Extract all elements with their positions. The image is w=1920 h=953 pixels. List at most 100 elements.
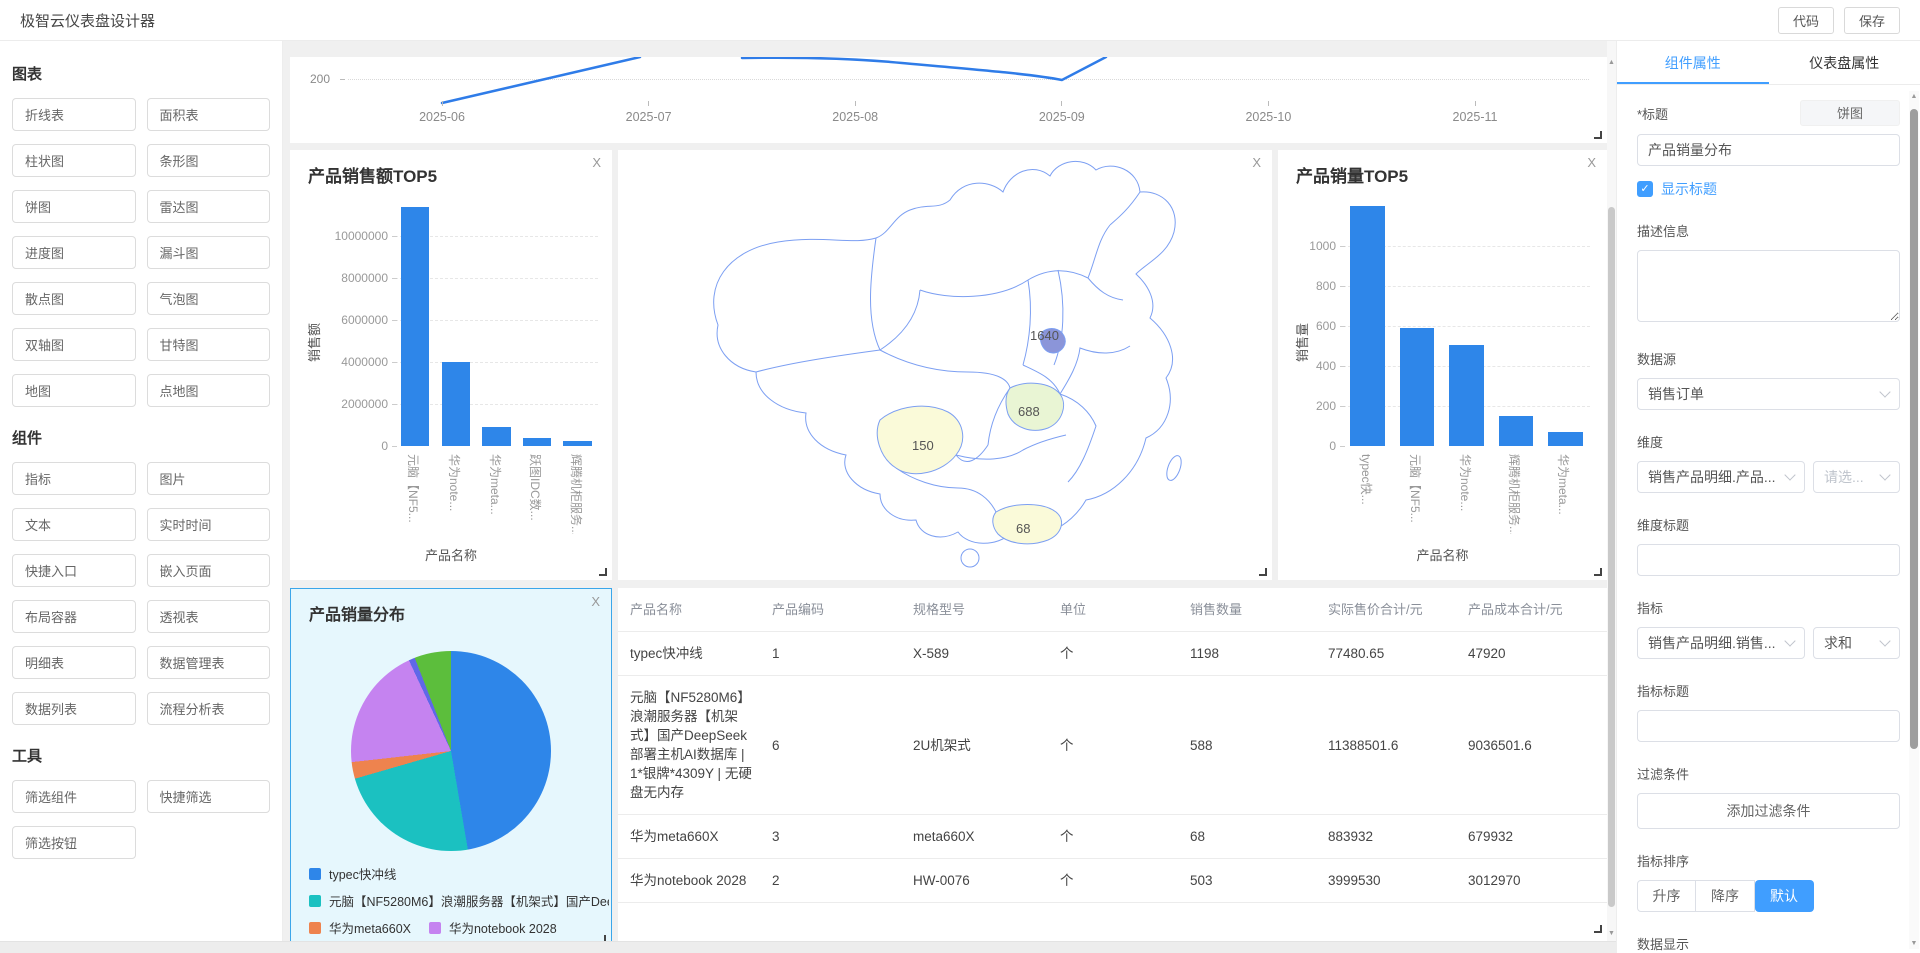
widget-button[interactable]: 甘特图 [146, 328, 270, 361]
gridline [395, 319, 598, 321]
widget-button[interactable]: 文本 [12, 508, 136, 541]
widget-button[interactable]: 透视表 [146, 600, 270, 633]
map-region-guangdong[interactable] [992, 504, 1063, 545]
widget-button[interactable]: 雷达图 [146, 190, 270, 223]
title-input[interactable] [1637, 134, 1900, 166]
panel-scrollbar-thumb[interactable] [1910, 109, 1918, 749]
widget-button[interactable]: 漏斗图 [146, 236, 270, 269]
close-icon[interactable]: X [591, 594, 600, 609]
legend-item[interactable]: 华为notebook 2028 [428, 918, 557, 937]
widget-button[interactable]: 筛选按钮 [12, 826, 136, 859]
trend-line-card[interactable]: 200 2025-06 2025-07 2025-08 2025-09 2025-10 2… [290, 57, 1607, 143]
widget-button[interactable]: 快捷筛选 [146, 780, 270, 813]
scroll-down-icon[interactable]: ▼ [1910, 940, 1918, 947]
tab-component-properties[interactable]: 组件属性 [1617, 41, 1769, 84]
dimension-secondary-select[interactable]: 请选... [1813, 461, 1900, 493]
pie-chart[interactable] [351, 651, 551, 851]
widget-sidebar: 图表 折线表 面积表 柱状图 条形图 饼图 雷达图 进度图 漏斗图 散点图 气泡图 双轴图 甘特图 地图点… [0, 41, 283, 941]
widget-button[interactable]: 条形图 [146, 144, 270, 177]
widget-button[interactable]: 面积表 [146, 98, 270, 131]
canvas-scrollbar[interactable]: ▲ ▼ [1607, 41, 1616, 941]
widget-button[interactable]: 地图 [12, 374, 136, 407]
show-title-checkbox[interactable]: ✓ [1637, 181, 1653, 197]
resize-handle[interactable] [1594, 925, 1602, 933]
panel-scrollbar[interactable]: ▲ ▼ [1909, 91, 1919, 949]
map-region-beijing[interactable] [1040, 328, 1066, 354]
qty-top5-card[interactable]: 产品销量TOP5 X 销售量 0 200 400 600 800 1000 typec快..… [1278, 150, 1607, 580]
save-button[interactable]: 保存 [1843, 6, 1900, 34]
widget-button[interactable]: 图片 [146, 462, 270, 495]
x-tick-mark [854, 101, 856, 106]
scroll-up-icon[interactable]: ▲ [1608, 59, 1615, 66]
horizontal-scrollbar-track[interactable] [0, 941, 1616, 953]
canvas-scrollbar-thumb[interactable] [1608, 207, 1615, 907]
trend-y-tick-mark [340, 79, 345, 80]
widget-button[interactable]: 嵌入页面 [146, 554, 270, 587]
description-textarea[interactable] [1637, 250, 1900, 322]
trend-gridline [348, 79, 1589, 80]
datasource-select[interactable]: 销售订单 [1637, 378, 1900, 410]
table-cell: 503 [1190, 873, 1213, 888]
close-icon[interactable]: X [592, 155, 601, 170]
resize-handle[interactable] [599, 568, 607, 576]
widget-button[interactable]: 筛选组件 [12, 780, 136, 813]
tab-dashboard-properties[interactable]: 仪表盘属性 [1809, 55, 1880, 71]
sort-default-button[interactable]: 默认 [1755, 880, 1814, 912]
metric-title-input[interactable] [1637, 710, 1900, 742]
resize-handle[interactable] [1594, 131, 1602, 139]
map-region-henan[interactable] [1005, 382, 1064, 431]
widget-button[interactable]: 实时时间 [146, 508, 270, 541]
widget-button[interactable]: 明细表 [12, 646, 136, 679]
resize-handle[interactable] [1594, 568, 1602, 576]
dimension-select[interactable]: 销售产品明细.产品... [1637, 461, 1805, 493]
pie-card-selected[interactable]: 产品销量分布 X typec快冲线 元脑【NF5280M6】浪潮服务器【机架式】国… [290, 588, 612, 941]
x-tick-label: 2025-07 [625, 110, 672, 124]
widget-button[interactable]: 柱状图 [12, 144, 136, 177]
widget-button[interactable]: 折线表 [12, 98, 136, 131]
widget-button[interactable]: 饼图 [12, 190, 136, 223]
china-map[interactable] [618, 150, 1272, 580]
widget-button[interactable]: 双轴图 [12, 328, 136, 361]
sidebar-section-title: 工具 [12, 748, 43, 765]
dimension-title-input[interactable] [1637, 544, 1900, 576]
map-region-sichuan[interactable] [876, 405, 964, 475]
legend-item[interactable]: 华为meta660X [309, 918, 411, 937]
x-category-label: 华为meta... [487, 454, 502, 515]
legend-item[interactable]: typec快冲线 [309, 864, 396, 883]
code-button[interactable]: 代码 [1777, 6, 1834, 34]
metric-select[interactable]: 销售产品明细.销售... [1637, 627, 1805, 659]
add-filter-button[interactable]: 添加过滤条件 [1637, 793, 1900, 829]
close-icon[interactable]: X [1252, 155, 1261, 170]
map-region-value: 1640 [1030, 328, 1059, 343]
x-category-label: 辉腾机柜服务... [568, 454, 583, 534]
widget-button[interactable]: 点地图 [146, 374, 270, 407]
sales-top5-card[interactable]: 产品销售额TOP5 X 销售额 0 2000000 4000000 6000000 80… [290, 150, 612, 580]
widget-button[interactable]: 散点图 [12, 282, 136, 315]
metric-value: 销售产品明细.销售... [1648, 635, 1776, 651]
widget-button[interactable]: 布局容器 [12, 600, 136, 633]
sort-desc-button[interactable]: 降序 [1696, 880, 1755, 912]
close-icon[interactable]: X [1587, 155, 1596, 170]
resize-handle[interactable] [1259, 568, 1267, 576]
y-tick-label: 2000000 [341, 396, 388, 411]
widget-button[interactable]: 指标 [12, 462, 136, 495]
resize-handle[interactable] [598, 935, 606, 941]
scroll-down-icon[interactable]: ▼ [1608, 930, 1615, 937]
y-tick-mark [1340, 326, 1345, 327]
y-tick-label: 0 [1329, 439, 1336, 453]
widget-button[interactable]: 进度图 [12, 236, 136, 269]
widget-button[interactable]: 流程分析表 [146, 692, 270, 725]
dimension-placeholder: 请选... [1824, 469, 1864, 485]
widget-button[interactable]: 数据管理表 [146, 646, 270, 679]
trend-y-tick-label: 200 [310, 72, 331, 86]
widget-button[interactable]: 快捷入口 [12, 554, 136, 587]
widget-button[interactable]: 数据列表 [12, 692, 136, 725]
sort-asc-button[interactable]: 升序 [1637, 880, 1696, 912]
detail-table-card[interactable]: 产品名称 产品编码 规格型号 单位 销售数量 实际售价合计/元 产品成本合计/元 typec快… [618, 588, 1607, 941]
x-tick-label: 2025-11 [1452, 110, 1498, 124]
metric-agg-select[interactable]: 求和 [1813, 627, 1900, 659]
legend-item[interactable]: 元脑【NF5280M6】浪潮服务器【机架式】国产Deep [309, 891, 609, 910]
scroll-up-icon[interactable]: ▲ [1910, 93, 1918, 100]
china-map-card[interactable]: X [618, 150, 1272, 580]
widget-button[interactable]: 气泡图 [146, 282, 270, 315]
